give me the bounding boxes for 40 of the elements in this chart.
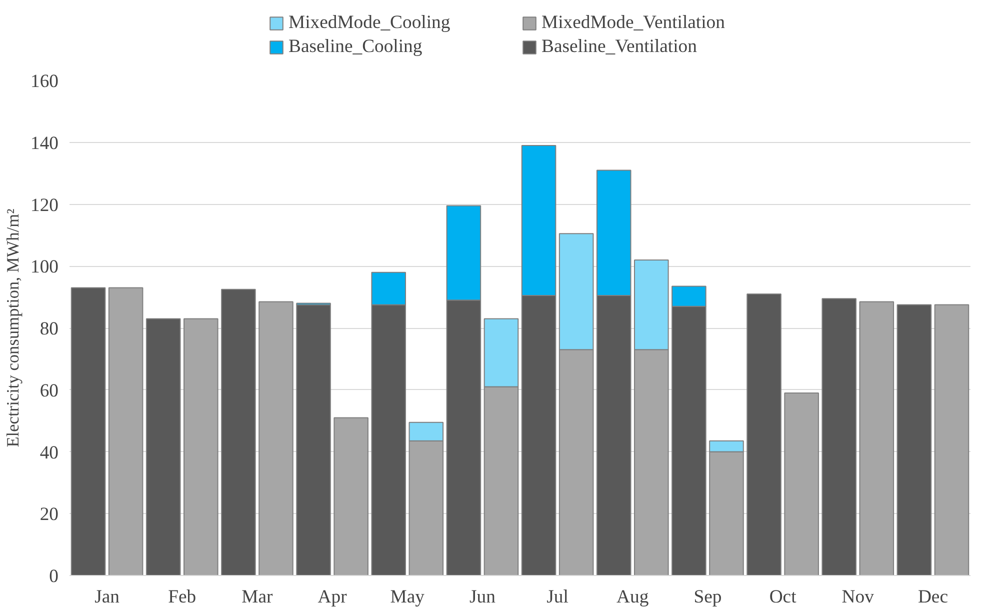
bar: [822, 298, 856, 576]
bar: [108, 287, 144, 576]
bar: [221, 288, 256, 576]
bar: [296, 304, 331, 576]
x-tick-label: Oct: [769, 586, 798, 608]
bar: [334, 417, 368, 576]
bar: [746, 293, 782, 576]
bar: [184, 318, 218, 576]
x-tick-label: Jan: [94, 586, 120, 608]
x-tick-label: May: [390, 586, 426, 608]
bar: [934, 304, 970, 576]
y-tick-label: 0: [49, 566, 58, 587]
x-tick-label: Aug: [616, 586, 649, 608]
bar: [859, 301, 894, 576]
x-tick-label: Sep: [694, 586, 722, 608]
legend-label: Baseline_Ventilation: [542, 36, 698, 58]
x-tick-label: Nov: [842, 586, 875, 608]
y-tick-label: 140: [30, 132, 58, 154]
x-tick-label: Feb: [168, 586, 196, 608]
y-tick-label: 60: [40, 380, 58, 402]
y-axis-title: Electricity consumption, MWh/m²: [4, 208, 23, 448]
y-tick-label: 120: [30, 194, 58, 216]
bar: [784, 392, 819, 576]
bar: [70, 287, 106, 576]
legend-label: Baseline_Cooling: [288, 36, 424, 58]
y-tick-label: 20: [40, 504, 58, 526]
x-tick-label: Dec: [918, 586, 948, 608]
y-tick-label: 80: [40, 318, 58, 340]
y-tick-label: 160: [30, 71, 58, 92]
bar: [896, 304, 932, 576]
x-tick-label: Jul: [546, 586, 568, 608]
y-tick-label: 100: [30, 256, 58, 278]
x-tick-label: Jun: [470, 586, 496, 608]
legend-label: MixedMode_Cooling: [288, 12, 452, 34]
x-tick-label: Apr: [318, 586, 348, 608]
x-tick-label: Mar: [242, 586, 274, 608]
legend-label: MixedMode_Ventilation: [542, 12, 726, 34]
bar: [258, 301, 294, 576]
y-tick-label: 40: [40, 442, 58, 464]
bar: [146, 318, 181, 576]
